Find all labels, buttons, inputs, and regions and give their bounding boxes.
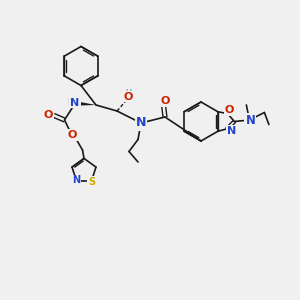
Text: O: O: [224, 105, 234, 115]
Text: H: H: [67, 98, 74, 107]
Text: H: H: [125, 89, 131, 98]
Text: N: N: [73, 175, 81, 185]
Text: N: N: [136, 116, 146, 130]
Text: S: S: [88, 177, 95, 187]
Text: N: N: [245, 113, 255, 127]
Text: O: O: [160, 96, 170, 106]
Text: N: N: [70, 98, 80, 108]
Text: O: O: [67, 130, 77, 140]
Polygon shape: [76, 101, 96, 106]
Text: O: O: [123, 92, 133, 102]
Text: N: N: [227, 126, 236, 136]
Text: O: O: [44, 110, 53, 120]
